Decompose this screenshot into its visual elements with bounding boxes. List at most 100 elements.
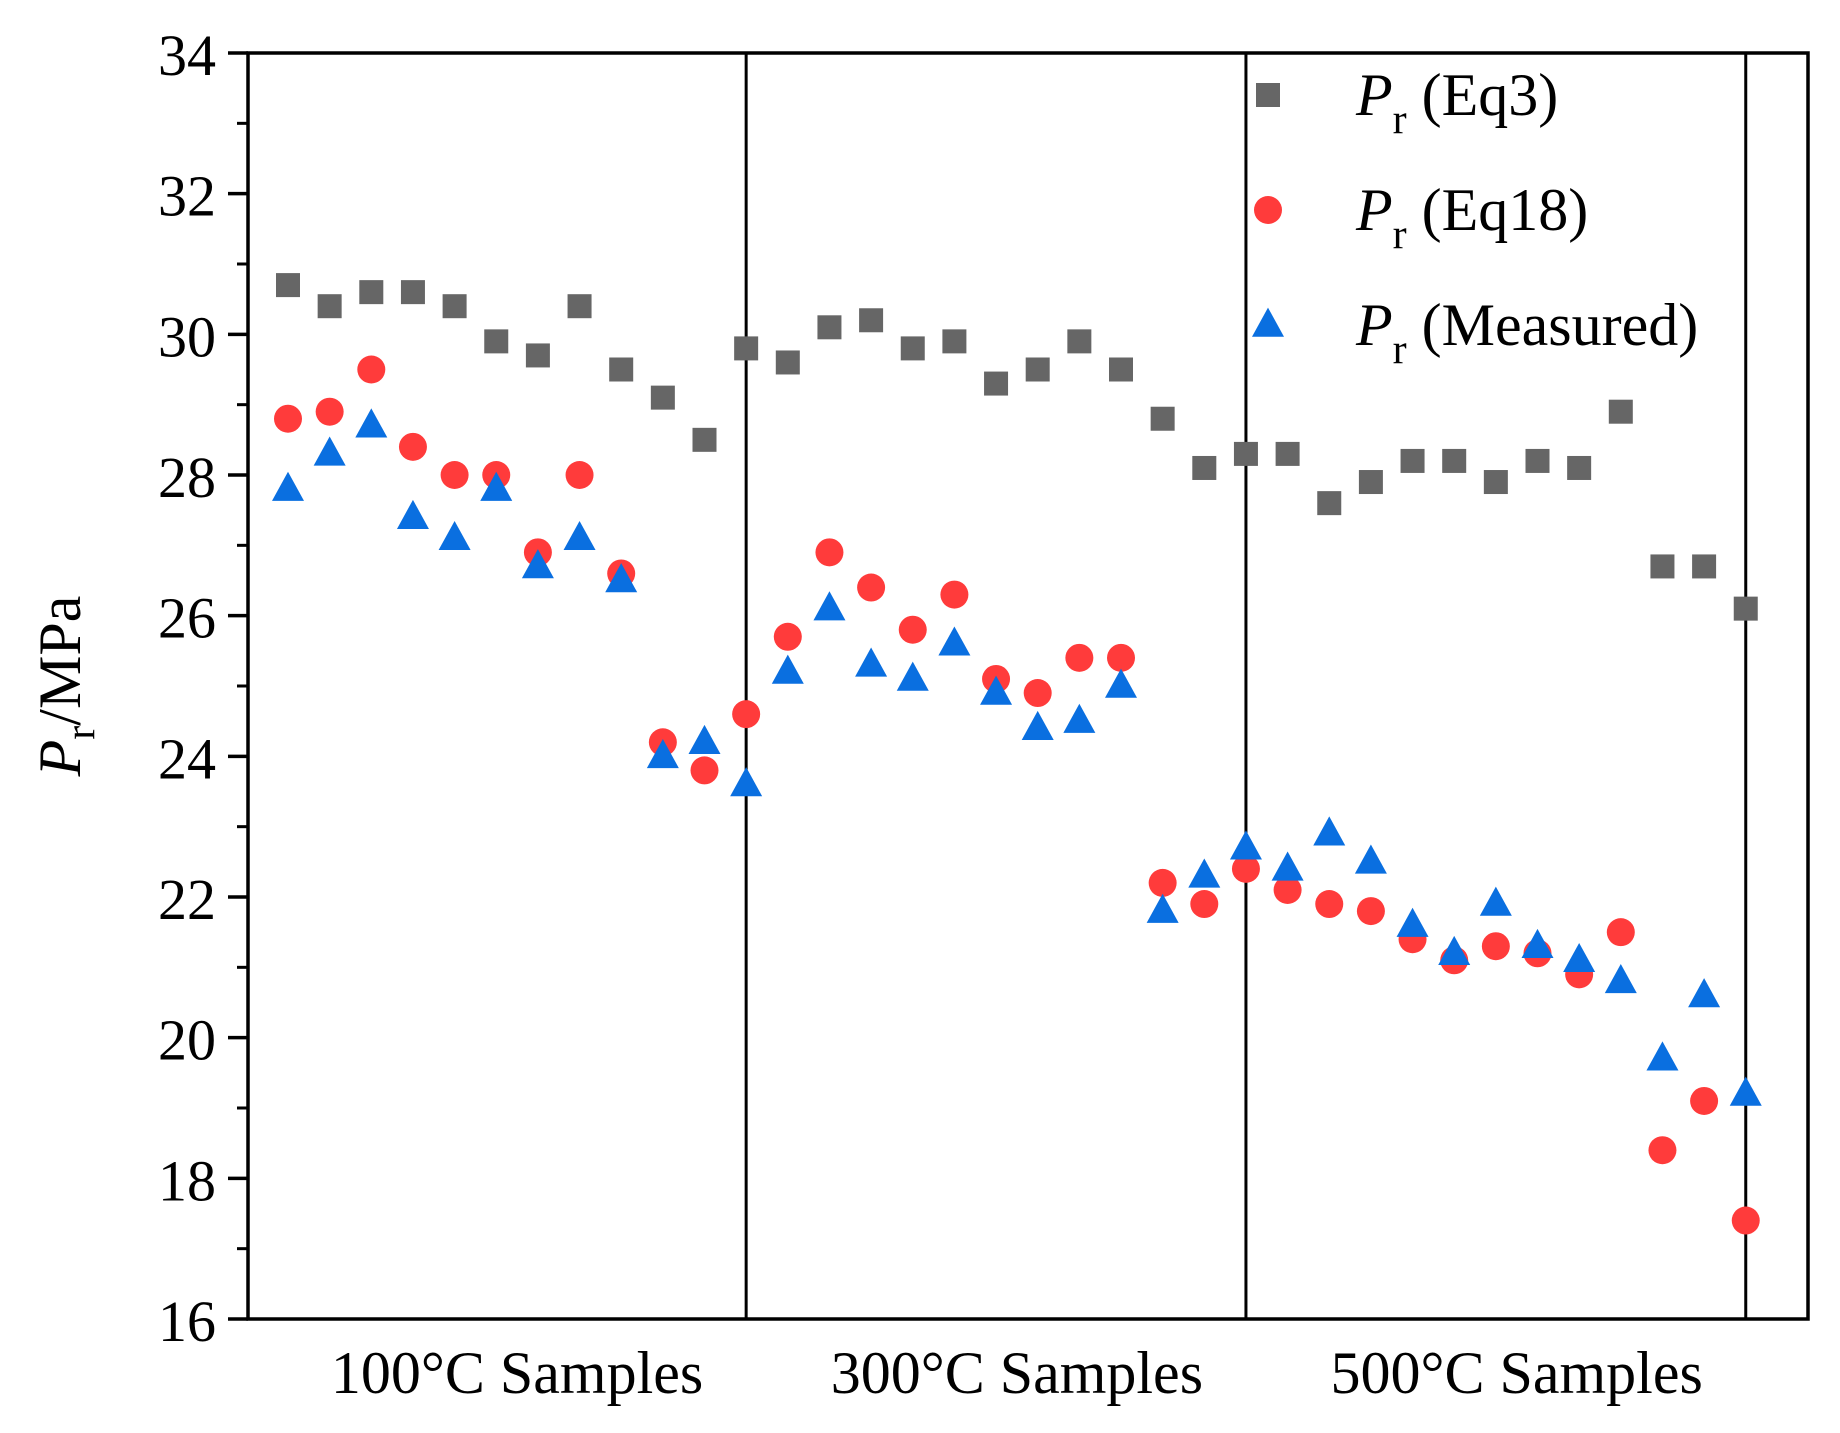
data-point [438,520,471,551]
data-point [1648,1136,1677,1165]
legend: Pr (Eq3) Pr (Eq18) Pr (Measured) [1252,62,1698,373]
legend-entry: Pr (Eq18) [1254,177,1588,258]
data-point [1479,886,1512,916]
marks-layer [272,273,1762,1235]
data-point [1606,918,1635,947]
x-group-label: 500°C Samples [1331,1340,1703,1406]
data-point [1354,844,1387,874]
data-point [938,626,971,656]
data-point [984,371,1009,396]
data-point [1229,830,1262,860]
data-point [771,654,804,684]
data-point [1608,399,1633,424]
data-point [1358,470,1383,495]
data-point [1729,1076,1762,1106]
data-point [315,397,344,426]
data-point [1604,964,1637,994]
x-group-label: 300°C Samples [831,1340,1203,1406]
data-point [605,563,638,593]
data-point [646,738,679,769]
data-point [1521,928,1554,958]
data-point [357,355,386,384]
data-point [1483,470,1508,495]
y-tick-label: 34 [158,23,216,88]
data-point [1438,935,1471,966]
data-point [1690,1086,1719,1115]
data-point [940,580,969,609]
series-triangle [272,408,1762,1106]
data-point [1231,854,1260,883]
data-point [1188,858,1221,888]
data-point [773,622,802,651]
data-point [565,461,594,489]
data-point [400,280,425,305]
data-point [1150,406,1175,431]
data-point [1148,868,1177,897]
data-point [817,315,842,340]
data-point [1688,978,1721,1008]
data-point [355,408,388,438]
y-tick-label: 24 [158,726,216,791]
data-point [1275,441,1300,466]
legend-marker [1252,307,1284,337]
data-point [525,343,550,368]
legend-label: Pr (Measured) [1355,292,1698,373]
data-point [1731,1206,1760,1235]
data-point [1063,703,1096,733]
data-point [398,432,427,461]
data-point [1733,596,1758,621]
legend-label: Pr (Eq18) [1355,177,1588,258]
data-point [688,724,721,755]
legend-entry: Pr (Measured) [1252,292,1698,373]
data-point [317,294,342,319]
data-point [1650,554,1675,579]
data-point [359,280,384,305]
data-point [1525,448,1550,473]
y-tick-label: 32 [158,164,216,229]
data-point [1146,893,1179,923]
data-point [1065,643,1094,672]
data-point [1313,816,1346,846]
data-point [1021,710,1054,740]
data-point [480,471,513,501]
data-point [813,591,846,621]
data-point [609,357,634,382]
y-tick-label: 26 [158,586,216,651]
data-point [274,404,302,433]
data-point [1023,679,1052,708]
data-point [1233,441,1258,466]
data-point [815,538,844,567]
data-point [440,461,469,489]
data-point [521,549,554,579]
data-point [775,350,800,375]
y-axis-label: Pr/MPa [27,596,104,778]
data-point [1109,357,1133,382]
data-point [898,615,927,644]
data-point [1356,897,1385,926]
series-circle [274,355,1760,1235]
data-point [1400,448,1425,473]
data-point [690,756,719,785]
x-group-label: 100°C Samples [331,1340,703,1406]
data-point [692,427,717,452]
data-point [1481,932,1510,961]
data-point [1315,890,1344,919]
y-tick-label: 22 [158,867,216,932]
data-point [732,700,761,729]
legend-entry: Pr (Eq3) [1256,62,1558,143]
series-square [276,273,1758,621]
legend-marker [1256,83,1280,107]
data-point [276,273,300,298]
data-point [272,471,304,501]
data-point [859,308,884,333]
data-point [563,520,596,551]
data-point [1646,1041,1679,1071]
y-tick-label: 28 [158,445,216,510]
data-point [1190,890,1219,919]
legend-label: Pr (Eq3) [1355,62,1558,143]
data-point [734,336,759,361]
data-point [396,499,429,529]
data-point [313,436,346,466]
data-point [1396,907,1429,937]
